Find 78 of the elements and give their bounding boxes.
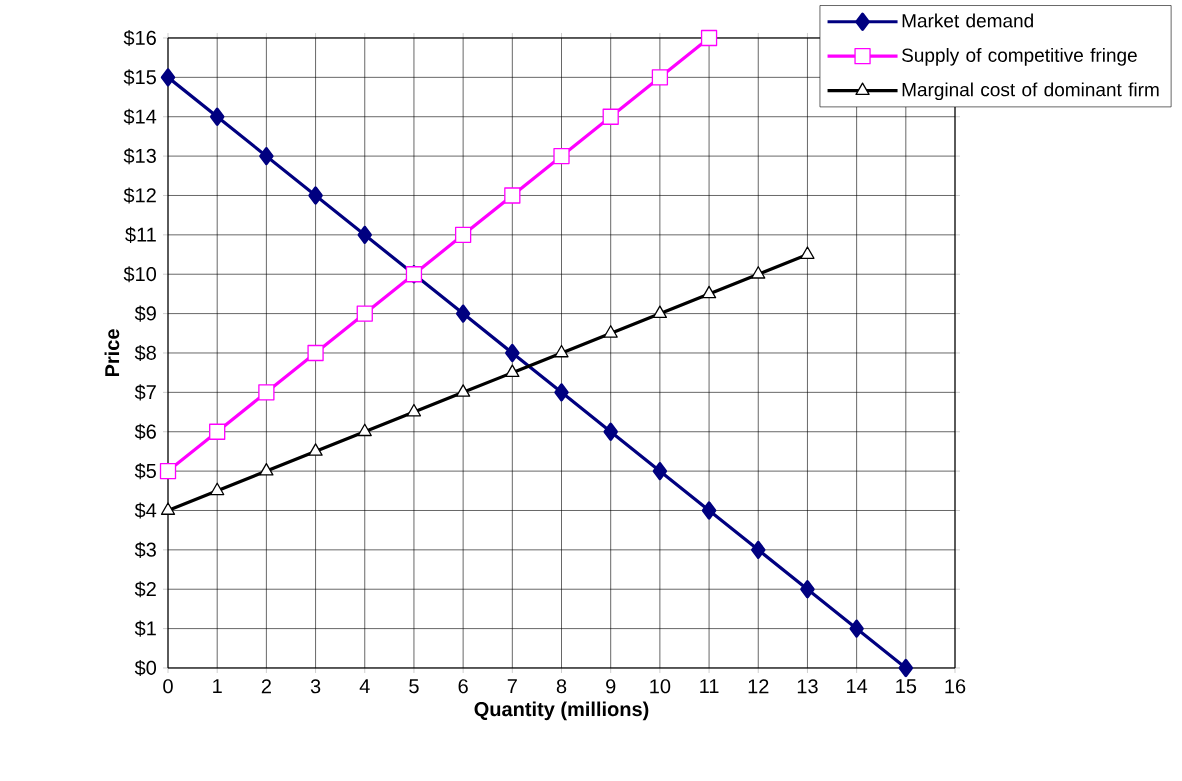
point bbox=[700, 29, 718, 47]
y-tick-label: $2 bbox=[134, 581, 156, 598]
point bbox=[159, 462, 177, 480]
y-tick-label: $16 bbox=[123, 29, 156, 47]
y-tick-label: $9 bbox=[134, 305, 156, 322]
y-tick-label: $5 bbox=[134, 463, 156, 480]
y-tick-label: $10 bbox=[123, 266, 157, 283]
y-tick-label: $0 bbox=[134, 659, 157, 677]
point bbox=[800, 246, 815, 259]
x-axis-title: Quantity (millions) bbox=[474, 701, 649, 721]
y-tick-label: $8 bbox=[134, 344, 156, 362]
point bbox=[308, 443, 323, 456]
point bbox=[554, 383, 569, 402]
point bbox=[455, 304, 471, 323]
x-tick-label: 2 bbox=[261, 679, 271, 694]
point bbox=[603, 325, 618, 338]
x-tick-label: 7 bbox=[507, 679, 517, 693]
point bbox=[356, 305, 373, 322]
point bbox=[898, 658, 914, 678]
point bbox=[209, 107, 225, 126]
point bbox=[554, 344, 569, 358]
y-tick-label: $6 bbox=[134, 423, 156, 440]
y-tick-label: $15 bbox=[123, 69, 156, 86]
x-tick-label: 8 bbox=[556, 679, 567, 694]
point bbox=[357, 225, 372, 244]
point bbox=[406, 403, 422, 417]
point bbox=[800, 580, 815, 599]
point bbox=[259, 462, 274, 476]
point bbox=[455, 384, 471, 397]
y-tick-label: $3 bbox=[134, 541, 156, 558]
point bbox=[308, 186, 323, 205]
x-tick-label: 9 bbox=[606, 679, 616, 694]
y-tick-label: $7 bbox=[134, 384, 156, 401]
point bbox=[652, 305, 668, 319]
point bbox=[454, 226, 472, 244]
point bbox=[603, 422, 618, 441]
point bbox=[751, 540, 766, 559]
x-tick-label: 16 bbox=[945, 679, 966, 694]
x-tick-label: 15 bbox=[896, 679, 917, 694]
point bbox=[307, 344, 324, 362]
x-tick-label: 0 bbox=[163, 679, 173, 694]
y-tick-label: $4 bbox=[134, 502, 157, 519]
legend-label: Marginal cost of dominant firm bbox=[902, 82, 1159, 101]
x-tick-label: 11 bbox=[700, 679, 719, 693]
point bbox=[751, 266, 766, 279]
point bbox=[357, 423, 372, 437]
point bbox=[160, 68, 176, 87]
point bbox=[602, 108, 619, 125]
point bbox=[504, 187, 521, 204]
y-tick-label: $13 bbox=[123, 148, 156, 165]
point bbox=[505, 343, 520, 363]
point bbox=[209, 423, 226, 440]
legend-label: Supply of competitive fringe bbox=[902, 47, 1137, 66]
y-tick-label: $12 bbox=[123, 187, 156, 204]
x-tick-label: 3 bbox=[310, 679, 321, 694]
x-tick-label: 1 bbox=[213, 679, 222, 693]
y-tick-label: $14 bbox=[123, 108, 157, 125]
legend-label: Market demand bbox=[902, 13, 1033, 28]
x-tick-label: 6 bbox=[458, 679, 468, 694]
point bbox=[651, 69, 669, 86]
point bbox=[849, 619, 864, 638]
y-tick-label: $1 bbox=[134, 620, 156, 637]
point bbox=[652, 462, 668, 481]
point bbox=[210, 482, 225, 496]
point bbox=[259, 147, 274, 166]
x-tick-label: 4 bbox=[359, 679, 370, 693]
x-tick-label: 14 bbox=[847, 679, 868, 693]
point bbox=[505, 364, 520, 378]
point bbox=[258, 384, 275, 401]
x-tick-label: 10 bbox=[650, 679, 671, 694]
point bbox=[701, 285, 717, 299]
point bbox=[701, 501, 717, 520]
x-tick-label: 12 bbox=[748, 679, 769, 694]
x-tick-label: 5 bbox=[409, 679, 419, 694]
y-tick-label: $11 bbox=[125, 226, 156, 243]
point bbox=[553, 147, 570, 165]
y-axis-title: Price bbox=[104, 329, 120, 377]
x-tick-label: 13 bbox=[797, 679, 818, 694]
